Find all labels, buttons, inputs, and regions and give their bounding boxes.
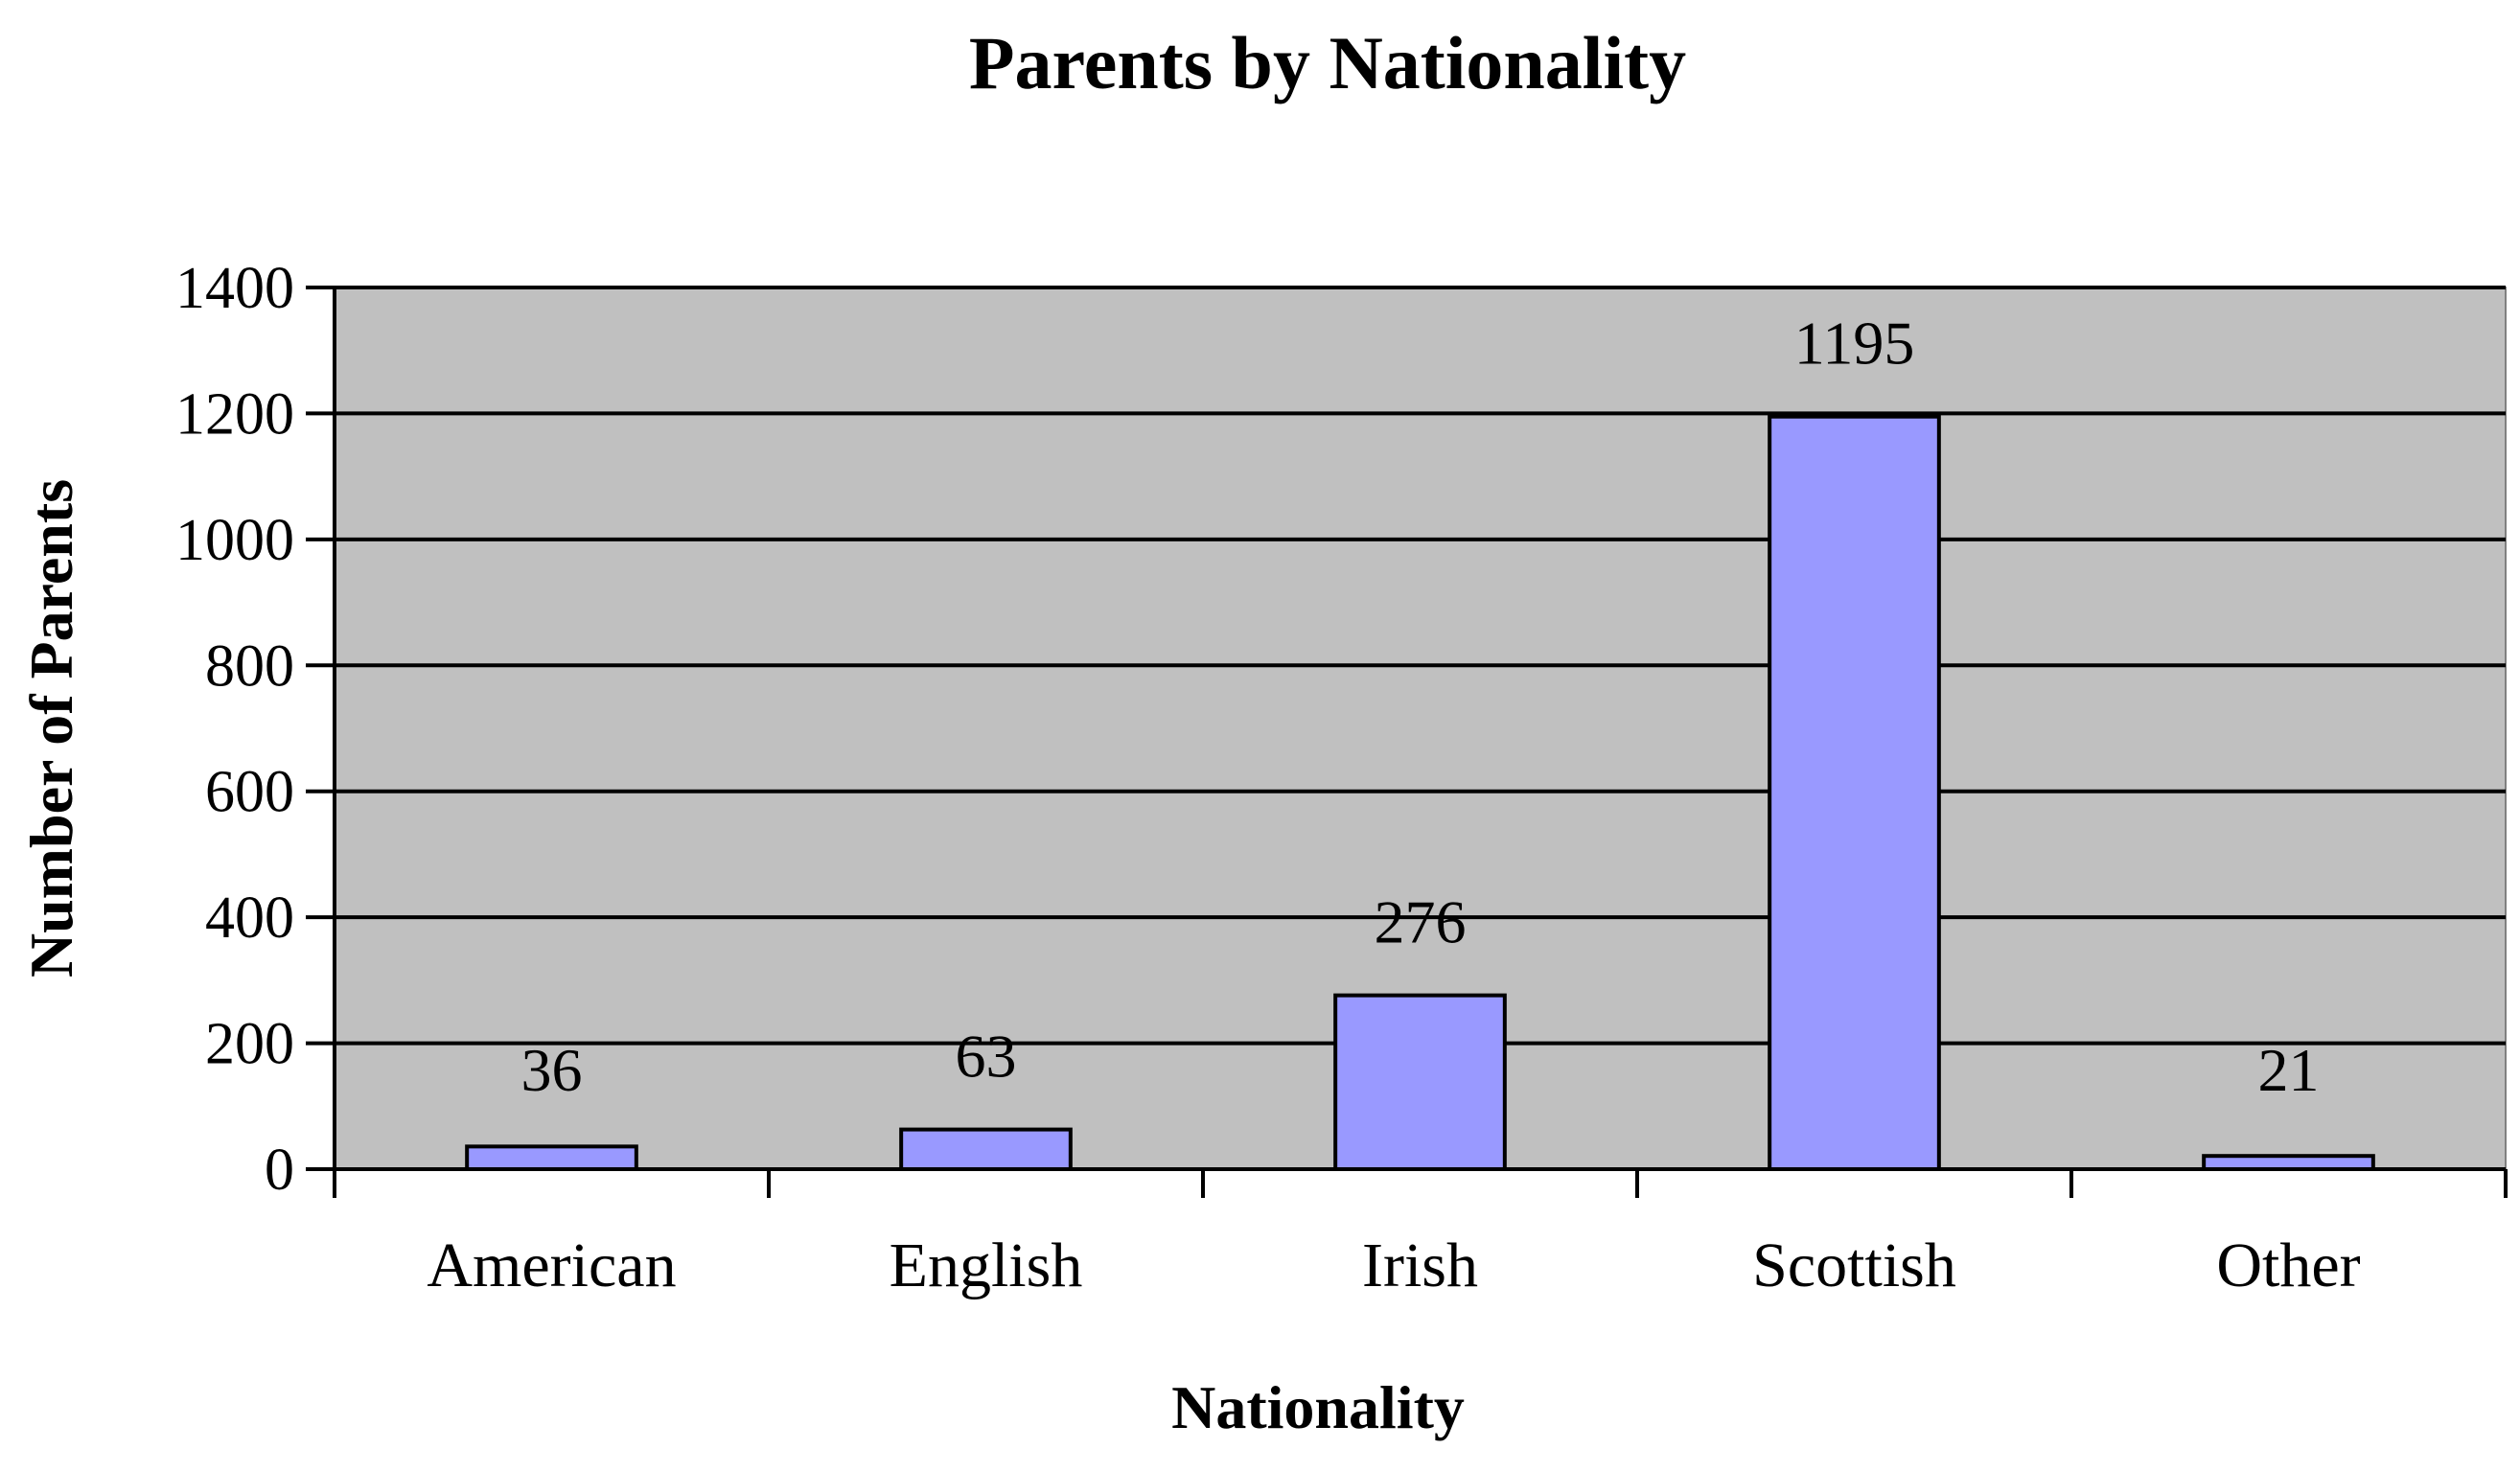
bar-other xyxy=(2202,1154,2375,1171)
x-category-label-other: Other xyxy=(2216,1230,2360,1300)
y-axis: 0 200 400 600 800 1000 1200 1400 xyxy=(175,256,336,1203)
y-tick-label-6: 1200 xyxy=(175,381,294,447)
chart-title: Parents by Nationality xyxy=(969,21,1686,104)
y-axis-title: Number of Parents xyxy=(17,479,85,978)
data-label-english: 63 xyxy=(956,1023,1017,1091)
data-label-scottish: 1195 xyxy=(1794,310,1915,378)
y-tick-label-0: 0 xyxy=(265,1138,294,1203)
x-category-label-scottish: Scottish xyxy=(1752,1230,1956,1300)
y-tick-label-5: 1000 xyxy=(175,508,294,573)
x-axis-title: Nationality xyxy=(1171,1373,1465,1441)
x-axis: American English Irish Scottish Other xyxy=(306,1167,2508,1300)
x-category-label-american: American xyxy=(427,1230,676,1300)
y-tick-label-3: 600 xyxy=(205,760,294,825)
y-tick-label-2: 400 xyxy=(205,886,294,951)
bar-irish xyxy=(1333,993,1507,1171)
y-tick-label-4: 800 xyxy=(205,633,294,699)
gridlines xyxy=(335,286,2506,1046)
x-category-label-english: English xyxy=(890,1230,1083,1300)
data-label-american: 36 xyxy=(521,1036,583,1104)
x-category-label-irish: Irish xyxy=(1362,1230,1478,1300)
data-label-other: 21 xyxy=(2258,1036,2320,1104)
data-labels: 36 63 276 1195 21 xyxy=(521,310,2320,1104)
y-tick-label-7: 1400 xyxy=(175,256,294,321)
data-label-irish: 276 xyxy=(1375,888,1467,956)
bar-american xyxy=(465,1144,638,1172)
bar-scottish xyxy=(1768,414,1941,1171)
bar-english xyxy=(899,1127,1073,1171)
y-tick-label-1: 200 xyxy=(205,1012,294,1077)
